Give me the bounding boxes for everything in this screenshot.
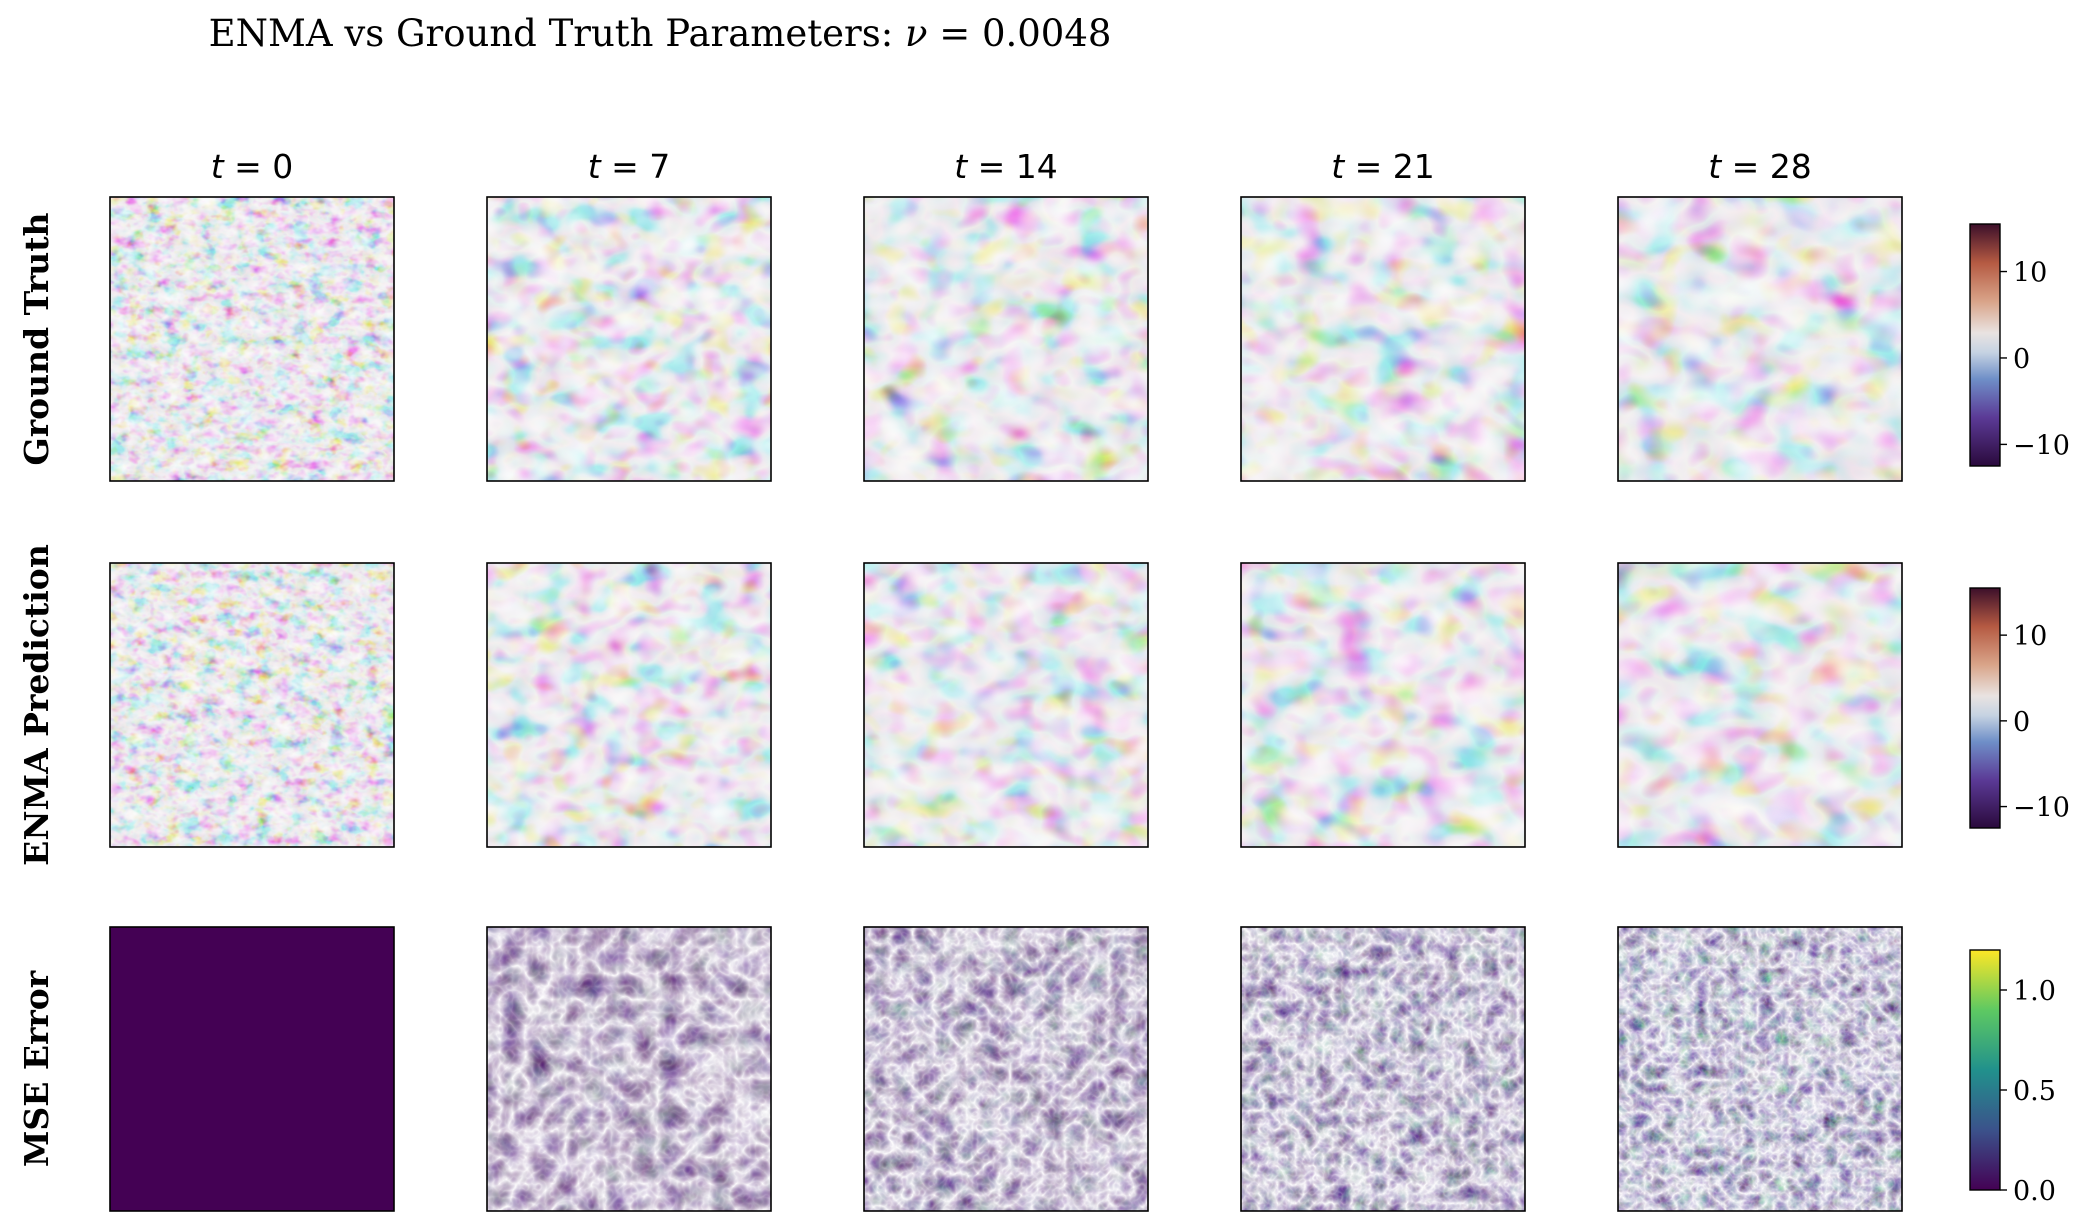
panel-frame xyxy=(1240,196,1526,482)
panel-frame xyxy=(109,196,395,482)
heatmap-image xyxy=(1241,197,1525,481)
colorbar-gradient xyxy=(1969,949,2001,1191)
heatmap-image xyxy=(487,197,771,481)
colorbar-tick-label: 0 xyxy=(2013,344,2030,375)
heatmap-image xyxy=(1241,563,1525,847)
heatmap-panel xyxy=(109,562,395,848)
panel-frame xyxy=(1617,196,1903,482)
heatmap-image xyxy=(487,563,771,847)
panel-frame xyxy=(1240,926,1526,1212)
heatmap-image xyxy=(864,927,1148,1211)
colorbar-tick-label: 0 xyxy=(2013,707,2030,738)
colorbar-tick-label: 1.0 xyxy=(2013,976,2056,1007)
heatmap-image xyxy=(1241,927,1525,1211)
heatmap-image xyxy=(1618,197,1902,481)
panel-frame xyxy=(1240,562,1526,848)
heatmap-panel xyxy=(1617,196,1903,482)
panel-frame xyxy=(109,562,395,848)
heatmap-panel xyxy=(486,196,772,482)
colorbar-tick-label: 0.0 xyxy=(2013,1176,2056,1207)
row-label: MSE Error xyxy=(17,970,56,1167)
heatmap-panel xyxy=(1240,562,1526,848)
row-labels: Ground Truth ENMA Prediction MSE Error xyxy=(17,213,56,1168)
colorbar: 10 0 −10 xyxy=(1969,223,2070,467)
column-title: t = 0 xyxy=(211,147,294,186)
heatmap-panel xyxy=(1617,562,1903,848)
heatmap-panel xyxy=(486,562,772,848)
heatmap-image xyxy=(1618,563,1902,847)
heatmap-panel xyxy=(863,926,1149,1212)
colorbar: 10 0 −10 xyxy=(1969,587,2070,829)
panel-frame xyxy=(486,196,772,482)
colorbar-tick-label: 10 xyxy=(2013,621,2047,652)
colorbar-tick-label: −10 xyxy=(2013,793,2070,824)
heatmap-panel xyxy=(863,562,1149,848)
column-title: t = 7 xyxy=(588,147,671,186)
panel-frame xyxy=(863,196,1149,482)
column-title: t = 21 xyxy=(1331,147,1435,186)
colorbar-gradient xyxy=(1969,223,2001,467)
chart-title: ENMA vs Ground Truth Parameters: ν = 0.0… xyxy=(209,12,1112,55)
heatmap-image xyxy=(110,563,394,847)
heatmap-image xyxy=(487,927,771,1211)
panel-frame xyxy=(486,926,772,1212)
column-title: t = 28 xyxy=(1708,147,1812,186)
heatmap-panel xyxy=(486,926,772,1212)
colorbars: 10 0 −10 10 0 −10 1.0 0.5 0.0 xyxy=(1969,223,2070,1207)
row-label: ENMA Prediction xyxy=(17,544,56,866)
heatmap-image xyxy=(864,197,1148,481)
panel-frame xyxy=(863,926,1149,1212)
colorbar-tick-label: 10 xyxy=(2013,258,2047,289)
panel-frame xyxy=(1617,562,1903,848)
heatmap-image xyxy=(1618,927,1902,1211)
colorbar-gradient xyxy=(1969,587,2001,829)
heatmap-panel xyxy=(109,926,395,1212)
heatmap-image xyxy=(864,563,1148,847)
heatmap-panel xyxy=(863,196,1149,482)
row-label: Ground Truth xyxy=(17,213,56,466)
heatmap-panel xyxy=(109,196,395,482)
colorbar: 1.0 0.5 0.0 xyxy=(1969,949,2056,1207)
panel-frame xyxy=(486,562,772,848)
heatmap-panel xyxy=(1240,926,1526,1212)
heatmap-image xyxy=(110,197,394,481)
column-titles: t = 0 t = 7 t = 14 t = 21 t = 28 xyxy=(211,147,1812,186)
panel-frame xyxy=(1617,926,1903,1212)
column-title: t = 14 xyxy=(954,147,1058,186)
heatmap-image xyxy=(110,927,394,1211)
heatmap-panels xyxy=(109,196,1903,1212)
panel-frame xyxy=(863,562,1149,848)
heatmap-panel xyxy=(1240,196,1526,482)
panel-frame xyxy=(109,926,395,1212)
colorbar-tick-label: 0.5 xyxy=(2013,1076,2056,1107)
colorbar-tick-label: −10 xyxy=(2013,430,2070,461)
heatmap-panel xyxy=(1617,926,1903,1212)
